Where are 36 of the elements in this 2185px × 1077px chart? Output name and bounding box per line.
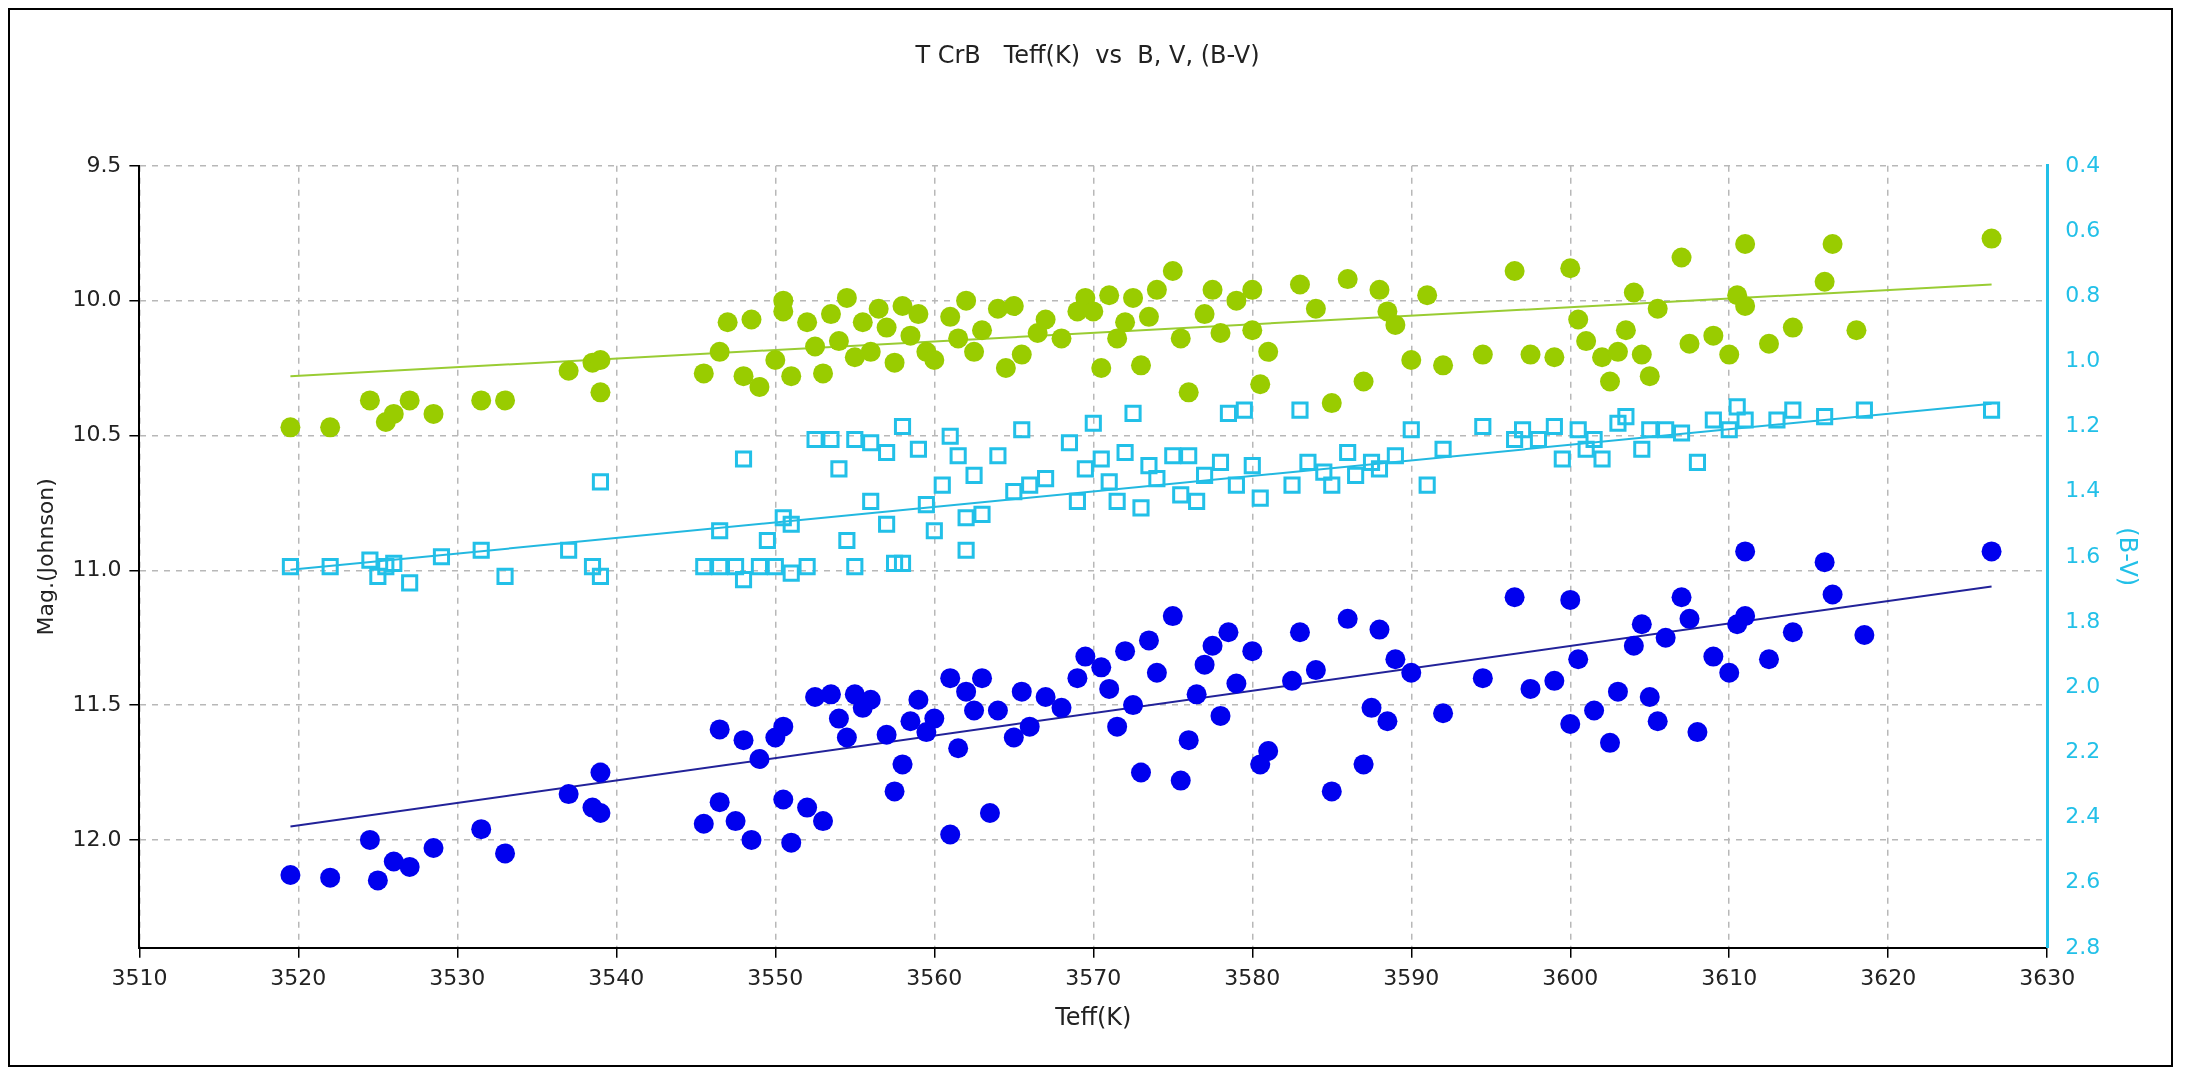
- y2-axis-title: (B-V): [2114, 527, 2143, 587]
- x-tick-label: 3560: [906, 964, 963, 990]
- y2-tick-label: 2.2: [2065, 738, 2101, 764]
- y-tick-label: 10.5: [72, 421, 122, 447]
- y2-tick-label: 0.6: [2065, 216, 2101, 242]
- x-tick-label: 3520: [270, 964, 327, 990]
- x-tick-label: 3620: [1860, 964, 1917, 990]
- y2-tick-label: 1.2: [2065, 412, 2101, 438]
- y2-tick-label: 1.0: [2065, 347, 2101, 373]
- y2-tick-label: 1.6: [2065, 542, 2101, 568]
- y2-tick-label: 2.6: [2065, 868, 2101, 894]
- y-axis-title: Mag.(Johnson): [32, 478, 58, 636]
- y2-tick-label: 2.4: [2065, 803, 2101, 829]
- y2-tick-label: 0.4: [2065, 151, 2101, 177]
- y2-tick-label: 2.0: [2065, 672, 2101, 698]
- y2-tick-label: 2.8: [2065, 933, 2101, 959]
- x-tick-label: 3570: [1065, 964, 1122, 990]
- x-tick-label: 3540: [588, 964, 645, 990]
- x-tick-label: 3510: [111, 964, 168, 990]
- x-tick-label: 3610: [1701, 964, 1758, 990]
- chart-title: T CrB Teff(K) vs B, V, (B-V): [914, 40, 1260, 69]
- y-tick-label: 9.5: [86, 151, 122, 177]
- y2-tick-label: 0.8: [2065, 281, 2101, 307]
- x-tick-label: 3550: [747, 964, 804, 990]
- x-tick-label: 3590: [1383, 964, 1440, 990]
- x-tick-label: 3530: [429, 964, 486, 990]
- x-tick-label: 3600: [1542, 964, 1599, 990]
- y-tick-label: 11.0: [72, 556, 122, 581]
- y-tick-label: 12.0: [72, 825, 122, 851]
- x-tick-label: 3580: [1224, 964, 1281, 990]
- y2-tick-label: 1.4: [2065, 477, 2101, 503]
- x-tick-label: 3630: [2019, 964, 2076, 990]
- y2-tick-label: 1.8: [2065, 607, 2101, 633]
- y-tick-label: 11.5: [72, 690, 122, 716]
- y-tick-label: 10.0: [72, 286, 122, 312]
- x-axis-title: Teff(K): [1054, 1002, 1132, 1031]
